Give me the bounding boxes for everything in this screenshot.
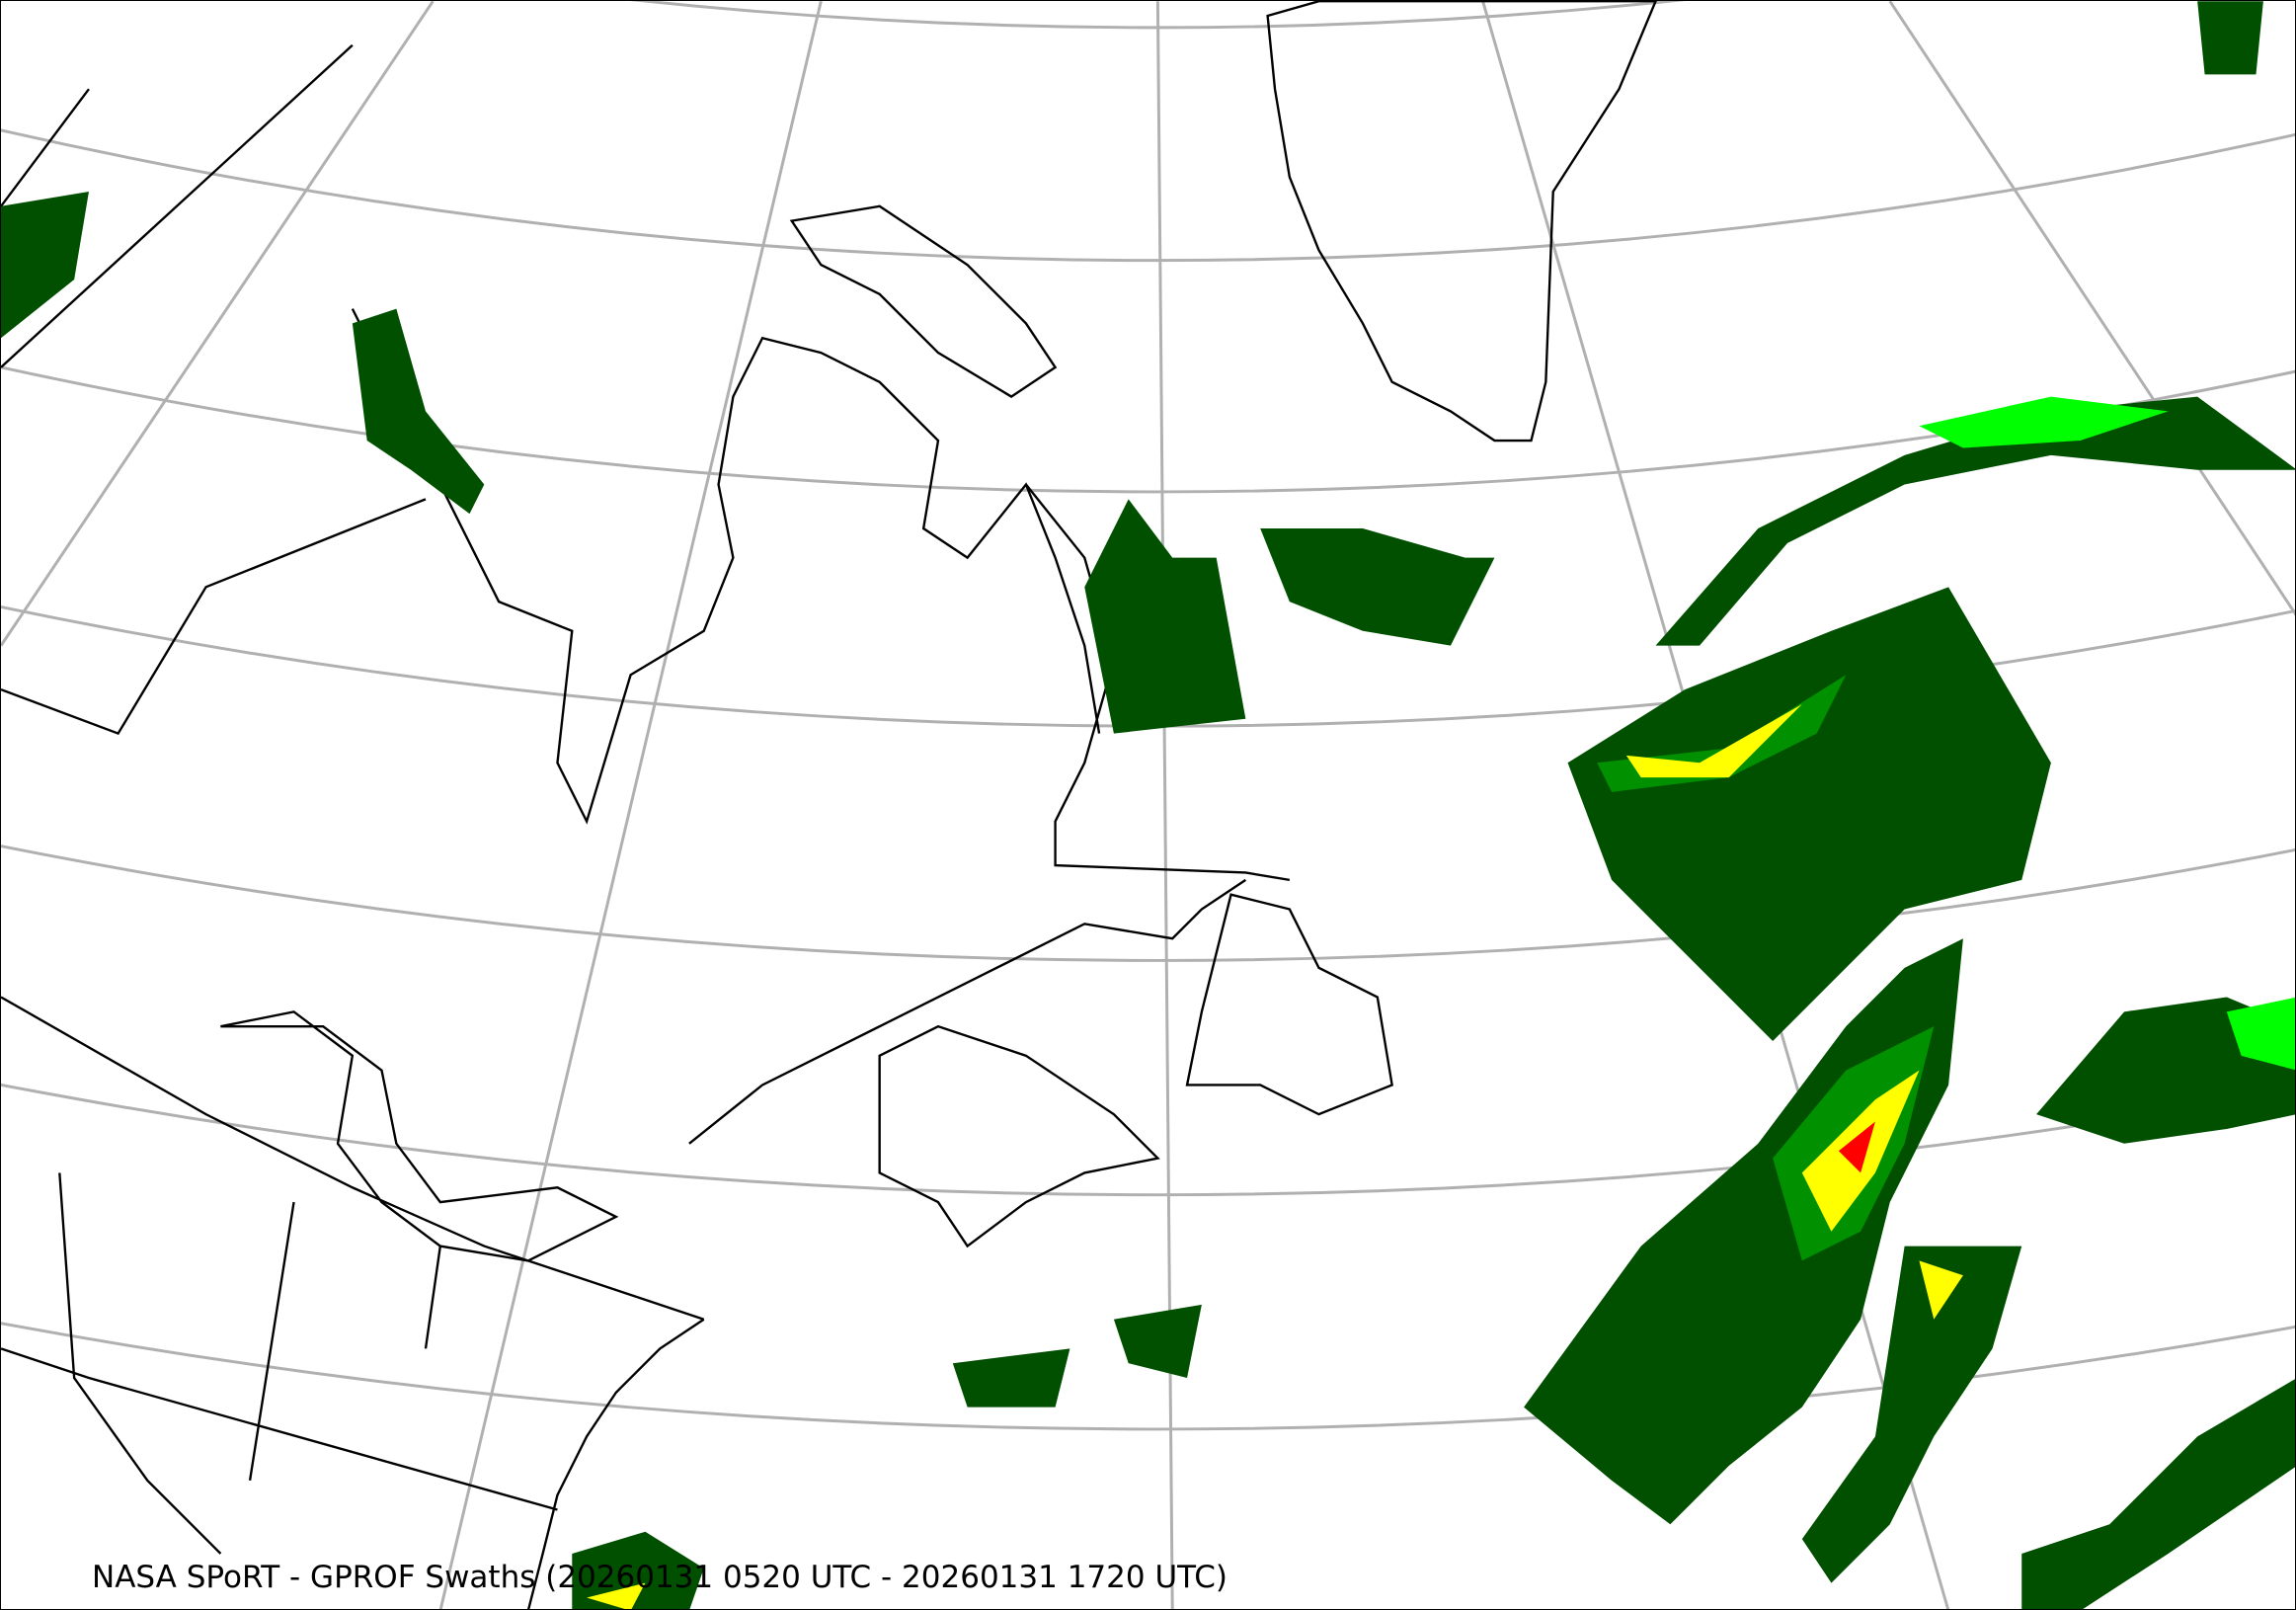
precip-area	[1801, 1246, 2022, 1583]
precip-area	[1, 191, 89, 339]
precip-area	[572, 1531, 704, 1609]
coastlines	[1, 1, 1657, 1609]
precip-area	[1838, 1121, 1875, 1173]
labrador-coast	[1025, 483, 1291, 882]
maritimes-coast	[878, 1024, 1160, 1248]
precip-area	[1567, 587, 2051, 1041]
great-lakes	[220, 1010, 619, 1262]
map-caption: NASA SPoRT - GPROF Swaths (20260131 0520…	[92, 1560, 1227, 1595]
longitude-line	[1, 1, 435, 647]
precip-area	[352, 308, 485, 515]
us-east-coast	[527, 1318, 705, 1609]
latitude-line	[1, 364, 2295, 492]
baffin-coast	[789, 204, 1058, 398]
precip-area	[1919, 396, 2169, 448]
precip-area	[1655, 396, 2295, 646]
longitude-line	[438, 1, 823, 1609]
precip-area	[1919, 1260, 1963, 1320]
precip-area	[1084, 499, 1246, 734]
precip-area	[2226, 997, 2295, 1071]
precip-area	[1113, 1304, 1202, 1379]
border-lines	[1, 43, 705, 1555]
longitude-line	[1888, 1, 2295, 616]
precip-area	[2021, 1379, 2295, 1609]
hudson-bay-coast	[351, 308, 1101, 825]
precip-area	[587, 1582, 646, 1609]
precip-area	[952, 1348, 1070, 1408]
st-lawrence-coast	[688, 878, 1247, 1145]
precip-area	[1625, 703, 1802, 778]
precip-area	[2036, 997, 2295, 1144]
newfoundland-coast	[1185, 893, 1393, 1116]
precip-area	[1260, 528, 1495, 646]
latitude-line	[644, 1, 1672, 28]
precip-area	[2197, 1, 2263, 75]
greenland-coast	[1266, 1, 1657, 443]
